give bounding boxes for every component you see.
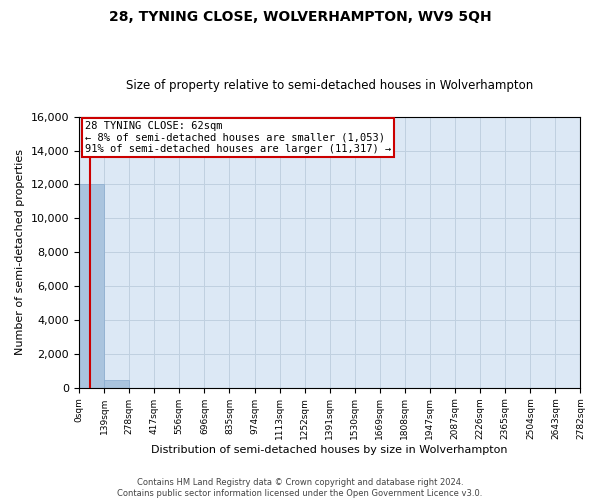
Title: Size of property relative to semi-detached houses in Wolverhampton: Size of property relative to semi-detach… bbox=[126, 79, 533, 92]
Bar bbox=[104, 380, 129, 388]
X-axis label: Distribution of semi-detached houses by size in Wolverhampton: Distribution of semi-detached houses by … bbox=[151, 445, 508, 455]
Text: 28 TYNING CLOSE: 62sqm
← 8% of semi-detached houses are smaller (1,053)
91% of s: 28 TYNING CLOSE: 62sqm ← 8% of semi-deta… bbox=[85, 121, 391, 154]
Text: Contains HM Land Registry data © Crown copyright and database right 2024.
Contai: Contains HM Land Registry data © Crown c… bbox=[118, 478, 482, 498]
Bar bbox=[79, 184, 104, 388]
Text: 28, TYNING CLOSE, WOLVERHAMPTON, WV9 5QH: 28, TYNING CLOSE, WOLVERHAMPTON, WV9 5QH bbox=[109, 10, 491, 24]
Y-axis label: Number of semi-detached properties: Number of semi-detached properties bbox=[15, 149, 25, 355]
